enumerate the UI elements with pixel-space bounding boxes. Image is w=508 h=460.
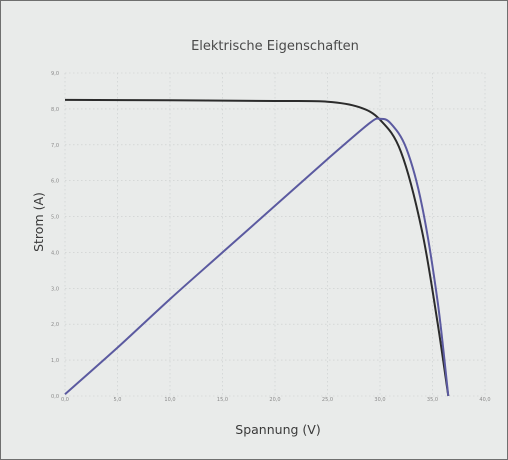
x-tick-label: 25,0 xyxy=(322,397,333,403)
tick-labels: 0,0 5,0 10,0 15,0 20,0 25,0 30,0 35,0 40,0 0,0 1,0… xyxy=(51,71,491,403)
y-tick-label: 3,0 xyxy=(51,286,59,292)
x-tick-label: 5,0 xyxy=(114,397,122,403)
y-tick-label: 4,0 xyxy=(51,250,59,256)
y-tick-label: 0,0 xyxy=(51,394,59,400)
x-tick-label: 30,0 xyxy=(374,397,385,403)
x-tick-label: 20,0 xyxy=(269,397,280,403)
y-tick-label: 6,0 xyxy=(51,179,59,185)
x-tick-label: 35,0 xyxy=(427,397,438,403)
y-tick-label: 7,0 xyxy=(51,143,59,149)
x-tick-label: 10,0 xyxy=(164,397,175,403)
x-tick-label: 15,0 xyxy=(217,397,228,403)
y-tick-label: 2,0 xyxy=(51,322,59,328)
y-tick-label: 1,0 xyxy=(51,358,59,364)
y-tick-label: 8,0 xyxy=(51,107,59,113)
y-tick-label: 5,0 xyxy=(51,215,59,221)
x-tick-label: 40,0 xyxy=(479,397,490,403)
x-tick-label: 0,0 xyxy=(61,397,69,403)
series-line-2 xyxy=(64,117,450,397)
series-line-1 xyxy=(64,98,450,397)
series-lines xyxy=(64,98,450,397)
y-axis-label: Strom (A) xyxy=(31,192,46,252)
x-axis-label: Spannung (V) xyxy=(235,422,320,437)
chart-title: Elektrische Eigenschaften xyxy=(191,39,359,54)
y-tick-label: 9,0 xyxy=(51,71,59,77)
grid xyxy=(64,72,486,397)
